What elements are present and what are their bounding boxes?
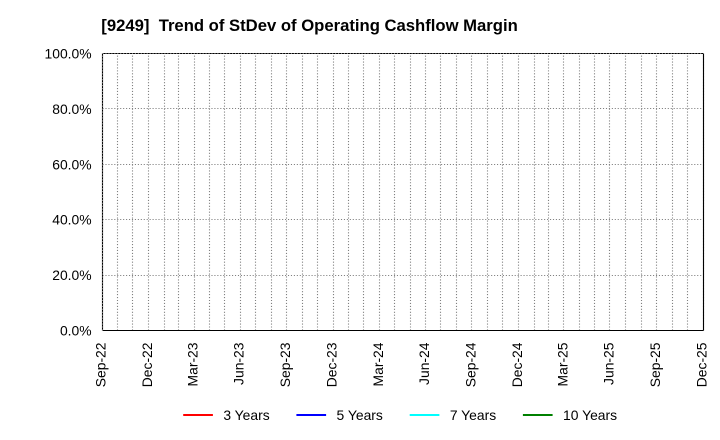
svg-text:10 Years: 10 Years bbox=[563, 407, 617, 423]
svg-text:40.0%: 40.0% bbox=[52, 212, 91, 228]
svg-text:Dec-23: Dec-23 bbox=[324, 342, 340, 387]
svg-text:5 Years: 5 Years bbox=[337, 407, 383, 423]
svg-text:Jun-24: Jun-24 bbox=[416, 342, 432, 385]
svg-text:[9249] Trend of StDev of Oper: [9249] Trend of StDev of Operating Cashf… bbox=[101, 16, 517, 35]
svg-text:Dec-24: Dec-24 bbox=[509, 342, 525, 387]
svg-text:Mar-25: Mar-25 bbox=[554, 342, 570, 386]
svg-text:Dec-25: Dec-25 bbox=[694, 342, 710, 387]
svg-text:3 Years: 3 Years bbox=[223, 407, 269, 423]
svg-text:Mar-24: Mar-24 bbox=[370, 342, 386, 386]
svg-text:Mar-23: Mar-23 bbox=[185, 342, 201, 386]
svg-text:100.0%: 100.0% bbox=[45, 45, 92, 61]
svg-text:Dec-22: Dec-22 bbox=[139, 342, 155, 387]
svg-text:Sep-24: Sep-24 bbox=[462, 342, 478, 387]
svg-text:80.0%: 80.0% bbox=[52, 101, 91, 117]
svg-text:7 Years: 7 Years bbox=[450, 407, 496, 423]
svg-text:Sep-23: Sep-23 bbox=[277, 342, 293, 387]
svg-text:Sep-25: Sep-25 bbox=[647, 342, 663, 387]
svg-text:0.0%: 0.0% bbox=[60, 323, 92, 339]
svg-text:Jun-23: Jun-23 bbox=[231, 342, 247, 385]
svg-text:Sep-22: Sep-22 bbox=[93, 342, 109, 387]
svg-text:Jun-25: Jun-25 bbox=[600, 342, 616, 385]
svg-text:60.0%: 60.0% bbox=[52, 156, 91, 172]
svg-text:20.0%: 20.0% bbox=[52, 267, 91, 283]
